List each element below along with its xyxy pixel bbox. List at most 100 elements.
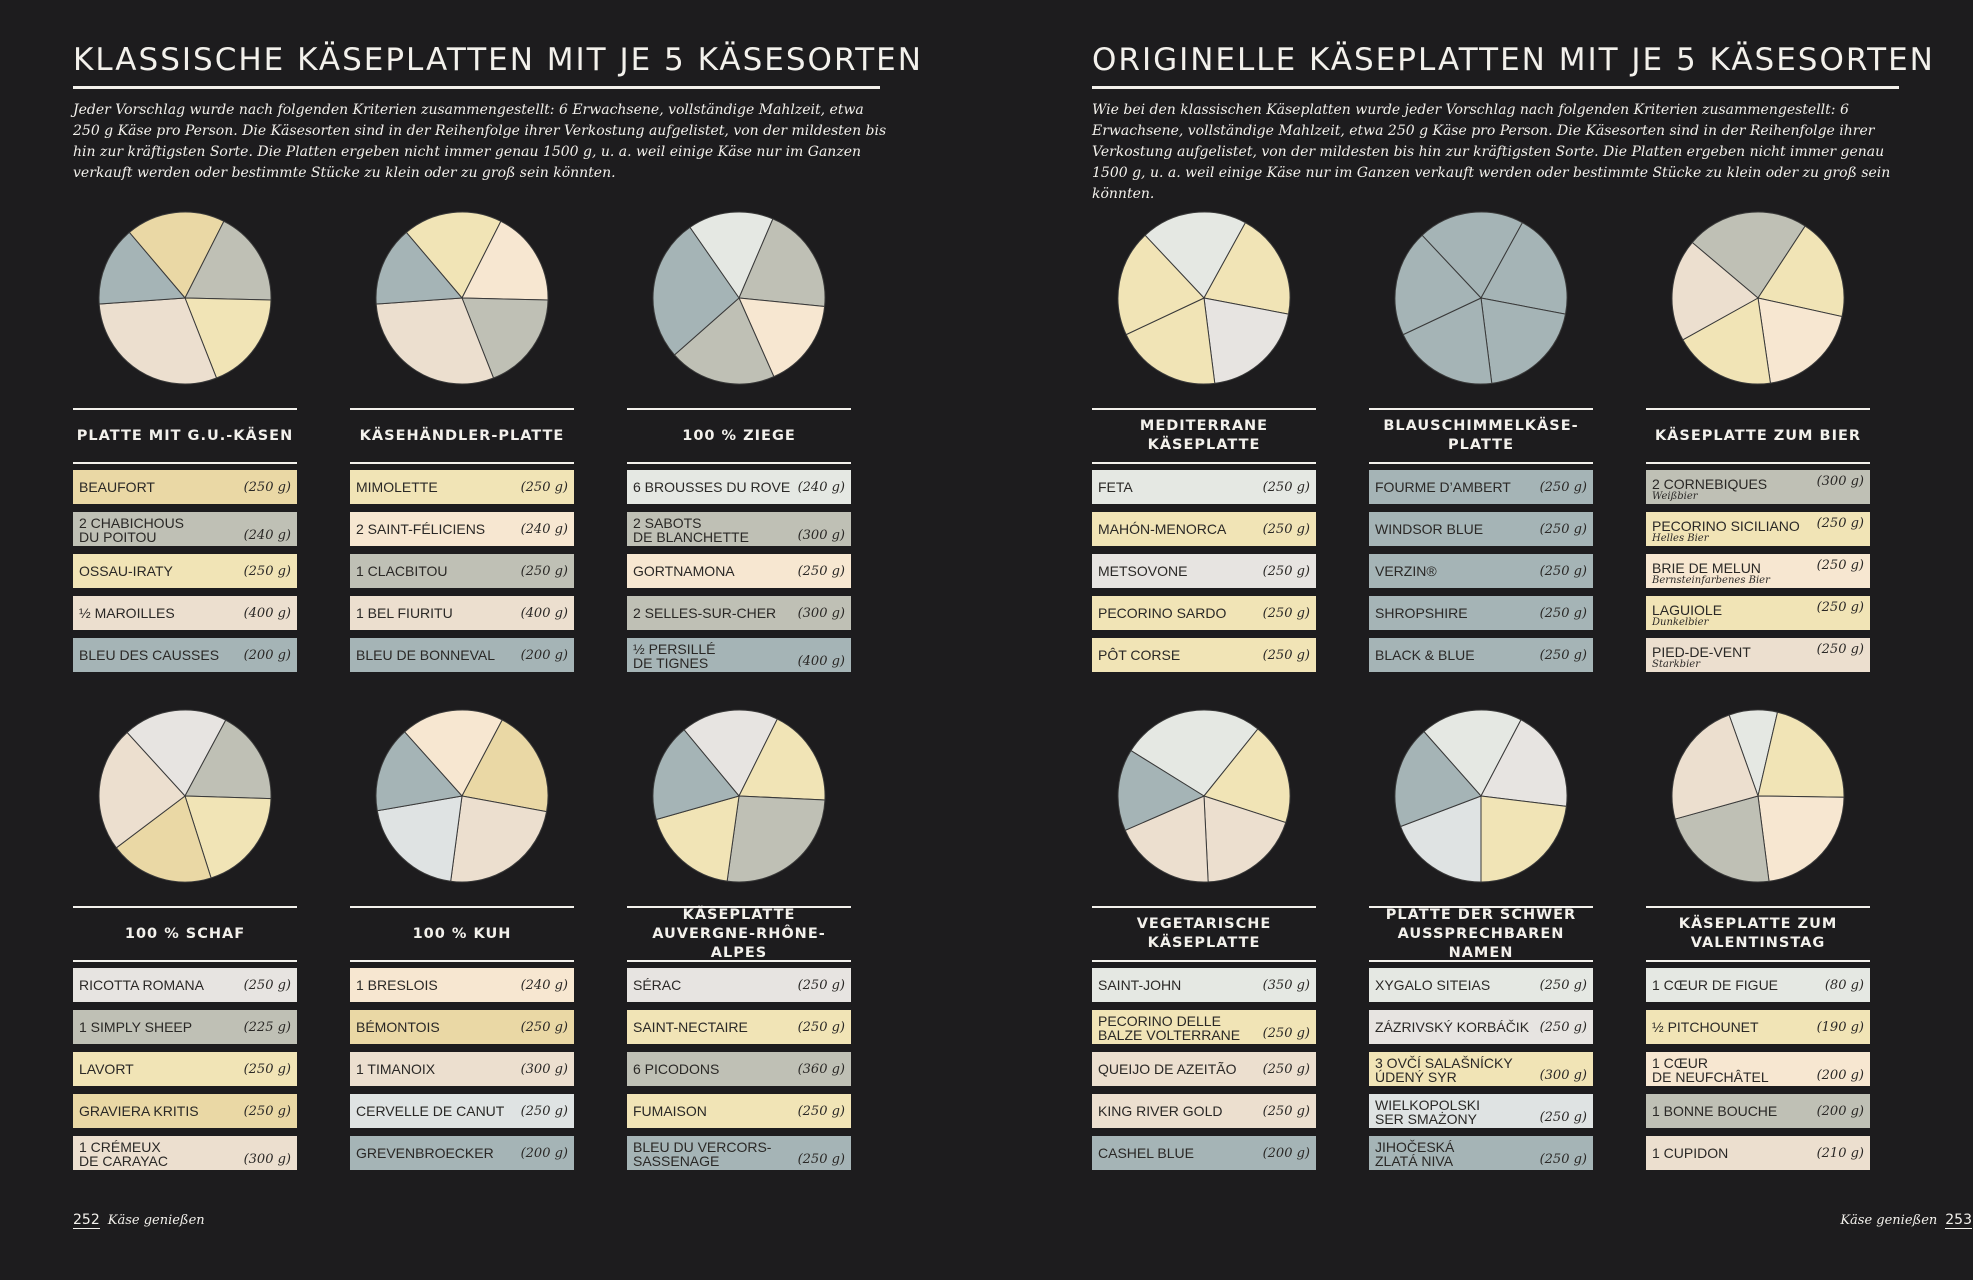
cheese-name-line: BALZE VOLTERRANE bbox=[1098, 1027, 1241, 1043]
cheese-weight: (250 g) bbox=[1262, 647, 1310, 663]
beer-pairing: Starkbier bbox=[1652, 659, 1700, 670]
cheese-row: FETA (250 g) bbox=[1092, 470, 1316, 504]
pie-slice bbox=[1117, 749, 1206, 832]
cheese-name-line: GORTNAMONA bbox=[633, 563, 735, 579]
cheese-name-line: ½ PERSILLÉ bbox=[633, 641, 716, 657]
cheese-weight: (250 g) bbox=[243, 1061, 291, 1077]
cheese-name: JIHOČESKÁ ZLATÁ NIVA bbox=[1375, 1136, 1535, 1170]
platter-title-text: VEGETARISCHE KÄSEPLATTE bbox=[1137, 915, 1272, 953]
pie-slice bbox=[689, 211, 774, 300]
right-page: ORIGINELLE KÄSEPLATTEN MIT JE 5 KÄSESORT… bbox=[1092, 0, 1973, 1280]
platter-title-text: 100 % SCHAF bbox=[125, 925, 245, 944]
right-intro-text: Wie bei den klassischen Käseplatten wurd… bbox=[1092, 102, 1891, 202]
cheese-name-line: CASHEL BLUE bbox=[1098, 1145, 1194, 1161]
left-page: KLASSISCHE KÄSEPLATTEN MIT JE 5 KÄSESORT… bbox=[73, 0, 1013, 1280]
platter-title-line: KÄSEPLATTE bbox=[1147, 437, 1261, 453]
platter-title-text: KÄSEPLATTE ZUM VALENTINSTAG bbox=[1679, 915, 1838, 953]
cheese-name: BLEU DES CAUSSES bbox=[79, 638, 239, 672]
cheese-name: BEAUFORT bbox=[79, 470, 239, 504]
platter-title-text: BLAUSCHIMMELKÄSE- PLATTE bbox=[1383, 417, 1578, 455]
pie-svg bbox=[1117, 709, 1291, 883]
pie-svg bbox=[1671, 211, 1845, 385]
cheese-name: ½ PERSILLÉ DE TIGNES bbox=[633, 638, 793, 672]
beer-pairing: Dunkelbier bbox=[1652, 617, 1709, 628]
cheese-name: MAHÓN-MENORCA bbox=[1098, 512, 1258, 546]
pie-slice bbox=[128, 211, 225, 299]
cheese-name: OSSAU-IRATY bbox=[79, 554, 239, 588]
cheese-name-line: 2 SABOTS bbox=[633, 515, 702, 531]
pie-slice bbox=[1757, 297, 1843, 384]
cheese-name: SHROPSHIRE bbox=[1375, 596, 1535, 630]
cheese-name: BRIE DE MELUN Bernsteinfarbenes Bier bbox=[1652, 554, 1812, 588]
pie-slice bbox=[98, 731, 186, 849]
pie-slice bbox=[1144, 211, 1247, 299]
cheese-name-line: DE TIGNES bbox=[633, 655, 709, 671]
cheese-row: SAINT-JOHN (350 g) bbox=[1092, 968, 1316, 1002]
platter-title: BLAUSCHIMMELKÄSE- PLATTE bbox=[1369, 408, 1593, 464]
cheese-name: BLEU DE BONNEVAL bbox=[356, 638, 516, 672]
cheese-name-line: SÉRAC bbox=[633, 977, 682, 993]
cheese-name-line: 1 CŒUR bbox=[1652, 1055, 1709, 1071]
cheese-name: MIMOLETTE bbox=[356, 470, 516, 504]
cheese-name-line: SAINT-NECTAIRE bbox=[633, 1019, 748, 1035]
platter-title-line: PLATTE MIT G.U.-KÄSEN bbox=[76, 427, 294, 444]
pie-slice bbox=[1124, 795, 1209, 883]
cheese-row: 2 CHABICHOUS DU POITOU (240 g) bbox=[73, 512, 297, 546]
cheese-weight: (250 g) bbox=[1539, 1019, 1587, 1035]
cheese-row: OSSAU-IRATY (250 g) bbox=[73, 554, 297, 588]
cheese-name-line: FETA bbox=[1098, 479, 1133, 495]
cheese-row: BLEU DU VERCORS- SASSENAGE (250 g) bbox=[627, 1136, 851, 1170]
cheese-row: ½ PITCHOUNET (190 g) bbox=[1646, 1010, 1870, 1044]
pie-slice bbox=[652, 729, 740, 821]
pie-slice bbox=[1399, 795, 1482, 883]
pie-slice bbox=[1480, 719, 1568, 807]
pie-svg bbox=[1394, 709, 1568, 883]
cheese-row: 6 PICODONS (360 g) bbox=[627, 1052, 851, 1086]
cheese-row: 3 OVČÍ SALAŠNÍCKY ÚDENÝ SYR (300 g) bbox=[1369, 1052, 1593, 1086]
cheese-row: 1 TIMANOIX (300 g) bbox=[350, 1052, 574, 1086]
cheese-name: 2 CORNEBIQUES Weißbier bbox=[1652, 470, 1812, 504]
cheese-name: WIELKOPOLSKI SER SMAŻONY bbox=[1375, 1094, 1535, 1128]
cheese-name: CERVELLE DE CANUT bbox=[356, 1094, 516, 1128]
cheese-row: CERVELLE DE CANUT (250 g) bbox=[350, 1094, 574, 1128]
platter-title-line: VEGETARISCHE bbox=[1136, 916, 1272, 932]
cheese-row: 2 CORNEBIQUES Weißbier (300 g) bbox=[1646, 470, 1870, 504]
cheese-name: 2 SAINT-FÉLICIENS bbox=[356, 512, 516, 546]
pie-slice bbox=[375, 297, 495, 385]
cheese-name-line: ½ MAROILLES bbox=[79, 605, 175, 621]
cheese-row: BLEU DES CAUSSES (200 g) bbox=[73, 638, 297, 672]
beer-pairing: Helles Bier bbox=[1652, 533, 1709, 544]
cheese-name: 1 CUPIDON bbox=[1652, 1136, 1812, 1170]
page-number: 252 bbox=[73, 1212, 100, 1229]
cheese-name-line: KING RIVER GOLD bbox=[1098, 1103, 1223, 1119]
cheese-weight: (250 g) bbox=[1262, 521, 1310, 537]
cheese-name-line: RICOTTA ROMANA bbox=[79, 977, 204, 993]
cheese-name-line: ZÁZRIVSKÝ KORBÁČIK bbox=[1375, 1019, 1530, 1035]
cheese-row: GORTNAMONA (250 g) bbox=[627, 554, 851, 588]
cheese-name: 6 PICODONS bbox=[633, 1052, 793, 1086]
cheese-row: MAHÓN-MENORCA (250 g) bbox=[1092, 512, 1316, 546]
pie-slice bbox=[1682, 297, 1771, 385]
cheese-row: LAVORT (250 g) bbox=[73, 1052, 297, 1086]
cheese-name-line: BRIE DE MELUN bbox=[1652, 560, 1761, 576]
cheese-weight: (200 g) bbox=[520, 647, 568, 663]
cheese-name: 6 BROUSSES DU ROVE bbox=[633, 470, 793, 504]
platter-title: VEGETARISCHE KÄSEPLATTE bbox=[1092, 906, 1316, 962]
pie-slice bbox=[461, 220, 549, 301]
cheese-row: CASHEL BLUE (200 g) bbox=[1092, 1136, 1316, 1170]
cheese-weight: (300 g) bbox=[1539, 1068, 1587, 1083]
cheese-row: 1 BONNE BOUCHE (200 g) bbox=[1646, 1094, 1870, 1128]
pie-slice bbox=[405, 211, 502, 299]
cheese-name-line: 1 BEL FIURITU bbox=[356, 605, 453, 621]
cheese-name-line: 1 CUPIDON bbox=[1652, 1145, 1729, 1161]
pie-slice bbox=[1117, 234, 1205, 336]
pie-slice bbox=[652, 226, 740, 356]
cheese-row: RICOTTA ROMANA (250 g) bbox=[73, 968, 297, 1002]
cheese-name-line: 6 PICODONS bbox=[633, 1061, 720, 1077]
cheese-name-line: BEAUFORT bbox=[79, 479, 155, 495]
platter-title-line: 100 % SCHAF bbox=[124, 925, 246, 942]
platter-title-line: 100 % KUH bbox=[412, 925, 512, 942]
cheese-row: 2 SABOTS DE BLANCHETTE (300 g) bbox=[627, 512, 851, 546]
cheese-name: SÉRAC bbox=[633, 968, 793, 1002]
right-page-title: ORIGINELLE KÄSEPLATTEN MIT JE 5 KÄSESORT… bbox=[1092, 42, 1935, 78]
